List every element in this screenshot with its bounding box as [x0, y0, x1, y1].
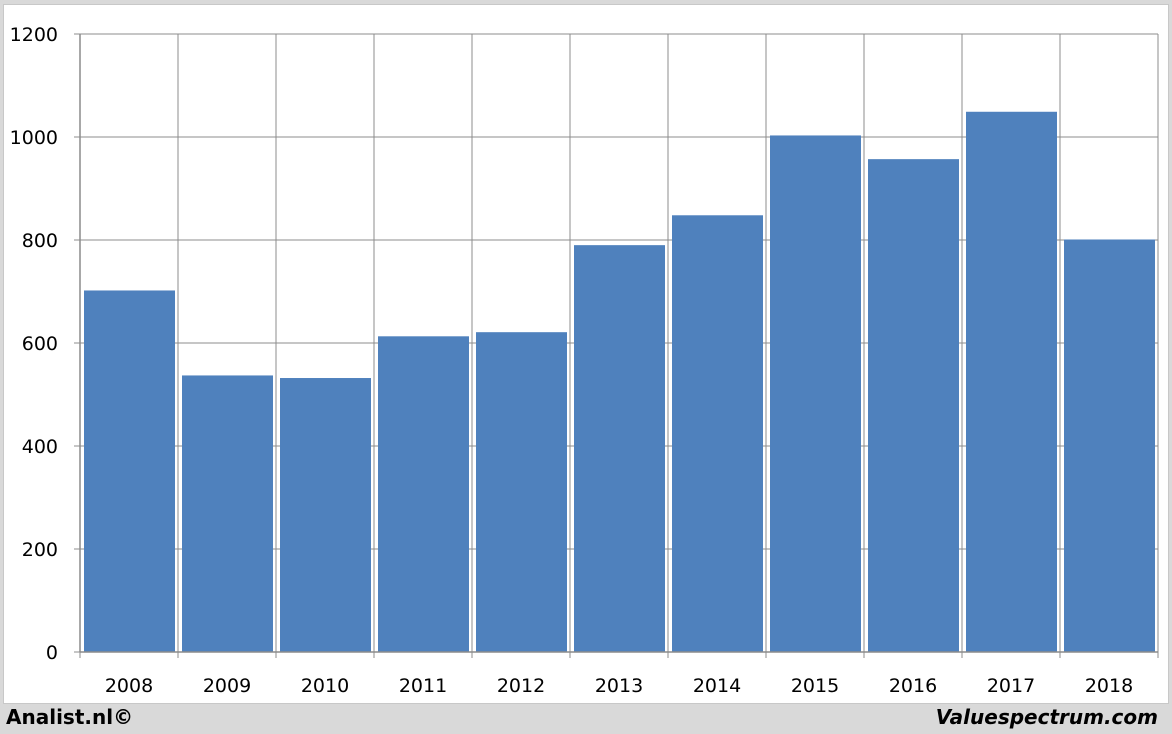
bar-2017	[966, 111, 1057, 652]
x-tick-label: 2008	[105, 675, 153, 697]
bar-2013	[574, 245, 665, 652]
x-tick-label: 2015	[791, 675, 839, 697]
bar-2008	[84, 290, 175, 652]
x-tick-label: 2009	[203, 675, 251, 697]
x-tick-label: 2018	[1085, 675, 1133, 697]
bar-2009	[182, 375, 273, 652]
x-tick-label: 2016	[889, 675, 937, 697]
bar-2012	[476, 332, 567, 652]
x-tick-label: 2011	[399, 675, 447, 697]
x-tick-label: 2014	[693, 675, 741, 697]
y-tick-label: 800	[22, 230, 58, 252]
bar-2011	[378, 336, 469, 652]
x-tick-label: 2012	[497, 675, 545, 697]
bar-2015	[770, 135, 861, 652]
y-tick-label: 400	[22, 436, 58, 458]
y-tick-label: 1200	[10, 24, 58, 46]
x-tick-label: 2013	[595, 675, 643, 697]
bar-2014	[672, 215, 763, 652]
y-tick-label: 600	[22, 333, 58, 355]
valuespectrum-credit: Valuespectrum.com	[935, 705, 1158, 729]
y-tick-label: 0	[46, 642, 58, 664]
x-tick-label: 2017	[987, 675, 1035, 697]
y-tick-label: 1000	[10, 127, 58, 149]
analist-credit: Analist.nl©	[6, 705, 134, 729]
bar-2010	[280, 378, 371, 652]
bar-2018	[1064, 239, 1155, 653]
y-tick-label: 200	[22, 539, 58, 561]
x-tick-label: 2010	[301, 675, 349, 697]
bar-2016	[868, 159, 959, 652]
